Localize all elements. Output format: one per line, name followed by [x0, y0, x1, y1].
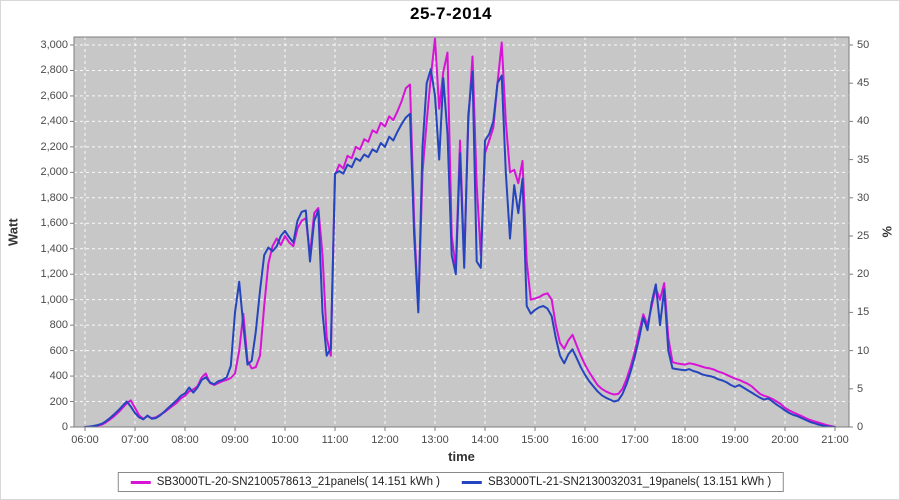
tick-label: 600: [49, 344, 68, 357]
tick-label: 2,600: [40, 89, 68, 102]
axis-ticks: [70, 44, 853, 431]
tick-label: 06:00: [71, 434, 99, 446]
tick-label: 10: [857, 344, 870, 357]
tick-label: 2,000: [40, 166, 68, 179]
tick-label: 3,000: [40, 39, 68, 51]
legend-item-inverter-21: SB3000TL-21-SN2130032031_19panels( 13.15…: [462, 476, 771, 488]
tick-label: 2,400: [40, 115, 68, 128]
tick-label: 21:00: [821, 434, 849, 446]
legend-label: SB3000TL-21-SN2130032031_19panels( 13.15…: [488, 476, 772, 488]
chart-legend: SB3000TL-20-SN2100578613_21panels( 14.15…: [117, 472, 785, 492]
plot-background: [74, 37, 849, 427]
tick-label: 17:00: [621, 434, 649, 446]
tick-label: 15:00: [521, 434, 549, 446]
tick-label: 35: [857, 153, 870, 166]
tick-label: 20:00: [771, 434, 799, 446]
tick-label: 800: [49, 319, 68, 332]
tick-label: 200: [49, 395, 68, 408]
tick-label: 12:00: [371, 434, 399, 446]
tick-label: 2,200: [40, 140, 68, 153]
tick-label: 18:00: [671, 434, 699, 446]
tick-label: 11:00: [321, 434, 349, 446]
tick-label: 0: [857, 421, 864, 433]
tick-label: 2,800: [40, 64, 68, 77]
legend-line-swatch-blue: [462, 480, 482, 484]
tick-label: 07:00: [121, 434, 149, 446]
tick-label: 08:00: [171, 434, 199, 446]
tick-label: 50: [857, 39, 870, 51]
tick-label: 16:00: [571, 434, 599, 446]
tick-label: 45: [857, 77, 870, 90]
tick-label: 19:00: [721, 434, 749, 446]
tick-label: 13:00: [421, 434, 449, 446]
gridlines: [74, 37, 849, 427]
tick-label: 40: [857, 115, 870, 128]
legend-label: SB3000TL-20-SN2100578613_21panels( 14.15…: [156, 476, 440, 488]
tick-label: 0: [61, 421, 68, 433]
series-lines: [84, 37, 836, 427]
percent-axis-title: %: [879, 226, 895, 238]
tick-label: 1,000: [40, 293, 68, 306]
tick-label: 09:00: [221, 434, 249, 446]
tick-label: 400: [49, 370, 68, 383]
tick-label: 1,200: [40, 268, 68, 281]
tick-label: 5: [857, 382, 864, 395]
tick-label: 10:00: [271, 434, 299, 446]
tick-label: 14:00: [471, 434, 499, 446]
legend-item-inverter-20: SB3000TL-20-SN2100578613_21panels( 14.15…: [130, 476, 440, 488]
watt-axis-title: Watt: [5, 218, 21, 246]
chart-title: 25-7-2014: [409, 4, 492, 23]
tick-label: 25: [857, 230, 870, 242]
tick-label: 30: [857, 191, 870, 204]
plot-frame: [73, 36, 850, 428]
tick-label: 1,400: [40, 242, 68, 255]
tick-label: 1,600: [40, 217, 68, 230]
tick-label: 20: [857, 268, 870, 281]
tick-label: 15: [857, 306, 870, 319]
time-axis-title: time: [448, 449, 475, 464]
tick-label: 1,800: [40, 191, 68, 204]
legend-line-swatch-magenta: [130, 480, 151, 484]
series-line-1: [84, 68, 836, 427]
